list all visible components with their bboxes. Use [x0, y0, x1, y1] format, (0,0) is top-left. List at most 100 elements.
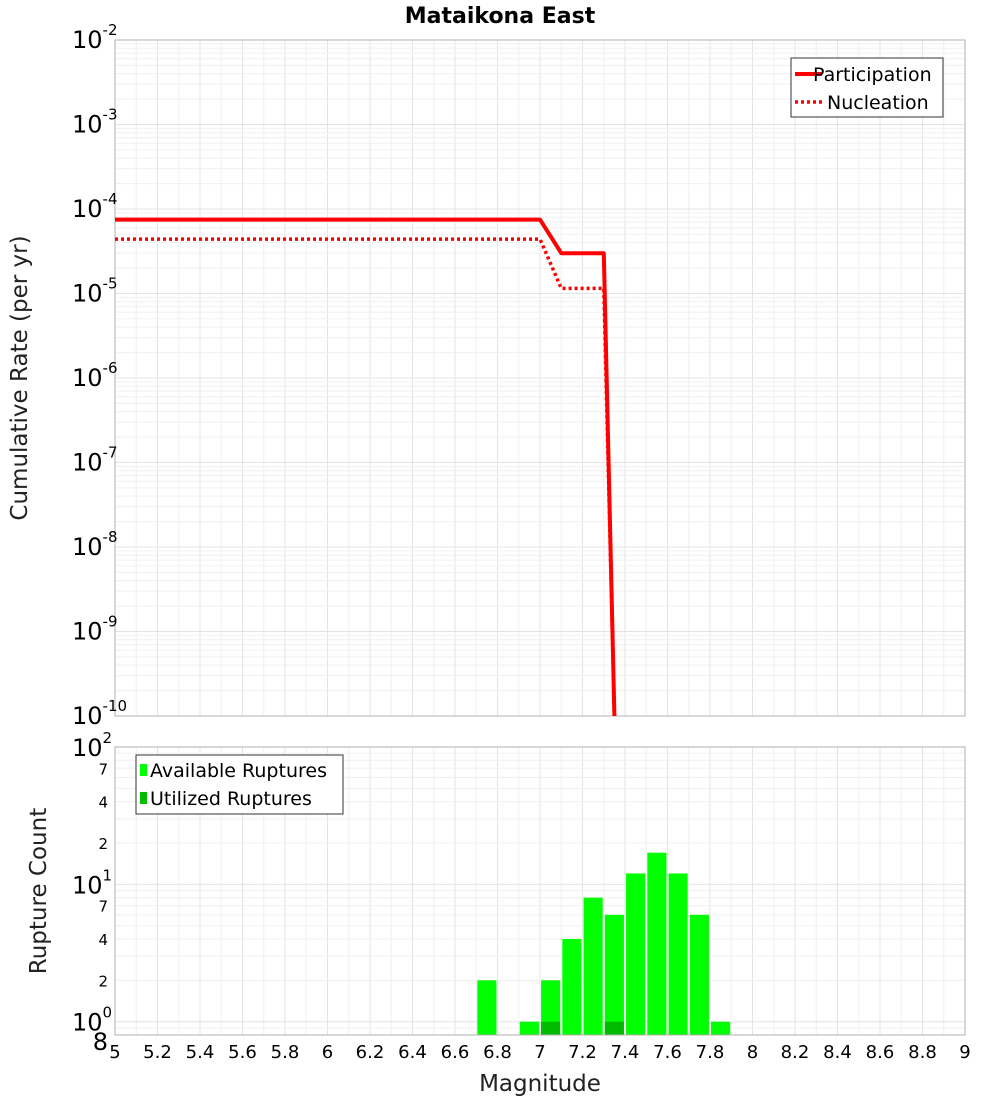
y-tick-exponent: -10	[103, 697, 128, 715]
y-tick-base: 10	[72, 195, 103, 223]
available-rupture-bar	[626, 873, 646, 1035]
y-tick-label: 10-8	[72, 528, 118, 561]
y-tick-base: 10	[72, 280, 103, 308]
y-minor-tick-label: 4	[98, 794, 108, 812]
y-tick-label: 10-6	[72, 359, 118, 392]
x-tick-label: 8.6	[866, 1042, 895, 1063]
available-rupture-bar	[519, 1021, 539, 1035]
y-tick-base: 10	[72, 533, 103, 561]
y-tick-base: 10	[72, 364, 103, 392]
x-tick-label: 9	[959, 1042, 970, 1063]
y-tick-label: 100	[72, 1004, 112, 1037]
y-tick-base: 10	[72, 734, 103, 762]
available-rupture-bar	[477, 980, 497, 1035]
y-minor-tick-label: 2	[98, 972, 108, 990]
x-tick-label: 7.2	[568, 1042, 597, 1063]
y-tick-exponent: -9	[103, 613, 118, 631]
available-rupture-bar	[583, 897, 603, 1035]
y-tick-base: 10	[72, 871, 103, 899]
available-rupture-bar	[711, 1021, 731, 1035]
x-tick-label: 7.8	[696, 1042, 725, 1063]
rate-legend: Participation Nucleation	[790, 57, 944, 118]
available-rupture-bar	[562, 939, 582, 1035]
available-rupture-bar	[604, 914, 624, 1035]
series-line-nucleation	[115, 237, 617, 717]
x-tick-label: 5.4	[186, 1042, 215, 1063]
y-minor-tick-label: 7	[98, 898, 108, 916]
y-tick-label: 10-2	[72, 21, 118, 54]
y-tick-exponent: -2	[103, 21, 118, 39]
legend-label-available-ruptures: Available Ruptures	[150, 760, 327, 782]
x-tick-label: 8.4	[823, 1042, 852, 1063]
series-line-participation	[115, 217, 617, 717]
y-minor-tick-label: 2	[98, 835, 108, 853]
x-tick-label: 7.6	[653, 1042, 682, 1063]
x-tick-label: 5.8	[271, 1042, 300, 1063]
y-tick-exponent: 0	[103, 1004, 113, 1022]
rate-series-lines	[115, 217, 617, 717]
y-tick-label: 10-5	[72, 275, 118, 308]
y-tick-label: 10-3	[72, 106, 118, 139]
legend-label-nucleation: Nucleation	[827, 92, 929, 114]
count-panel-frame	[114, 746, 966, 1036]
y-tick-base: 10	[72, 1009, 103, 1037]
x-tick-label: 6.2	[356, 1042, 385, 1063]
x-tick-label: 6	[322, 1042, 333, 1063]
y-tick-exponent: 1	[103, 866, 113, 884]
available-rupture-bar	[668, 873, 688, 1035]
available-rupture-bar	[541, 980, 561, 1035]
y-tick-base: 10	[72, 702, 103, 730]
x-tick-label: 6.8	[483, 1042, 512, 1063]
y-tick-exponent: -5	[103, 275, 118, 293]
y-tick-exponent: -6	[103, 359, 118, 377]
y-tick-exponent: 2	[103, 729, 113, 747]
x-tick-label: 5.2	[143, 1042, 172, 1063]
rate-panel-grid	[114, 40, 966, 717]
x-tick-label: 6.6	[441, 1042, 470, 1063]
x-tick-label: 8.2	[781, 1042, 810, 1063]
y-tick-exponent: -8	[103, 528, 118, 546]
y-tick-label: 10-10	[72, 697, 127, 730]
x-tick-label: 6.4	[398, 1042, 427, 1063]
available-rupture-bar	[689, 914, 709, 1035]
x-tick-label: 5.6	[228, 1042, 257, 1063]
y-tick-base: 10	[72, 26, 103, 54]
y-minor-tick-label: 7	[98, 760, 108, 778]
x-tick-label: 7	[534, 1042, 545, 1063]
y-tick-exponent: -4	[103, 190, 118, 208]
rate-y-axis-label: Cumulative Rate (per yr)	[7, 235, 33, 520]
utilized-rupture-bar	[604, 1021, 624, 1035]
legend-swatch-available-ruptures	[140, 764, 147, 776]
x-tick-label: 8	[747, 1042, 758, 1063]
legend-box	[790, 57, 944, 118]
y-tick-base: 10	[72, 449, 103, 477]
available-rupture-bar	[647, 852, 667, 1035]
y-tick-exponent: -3	[103, 106, 118, 124]
chart-title: Mataikona East	[405, 4, 596, 29]
y-tick-label: 101	[72, 866, 112, 899]
y-tick-base: 10	[72, 618, 103, 646]
legend-swatch-utilized-ruptures	[140, 792, 147, 804]
x-tick-label: 7.4	[611, 1042, 640, 1063]
count-bars	[477, 852, 731, 1035]
y-tick-label: 10-7	[72, 444, 118, 477]
x-tick-label: 8.8	[908, 1042, 937, 1063]
count-y-axis-label: Rupture Count	[26, 808, 52, 974]
legend-box	[135, 754, 344, 815]
legend-label-utilized-ruptures: Utilized Ruptures	[150, 788, 312, 810]
utilized-rupture-bar	[541, 1021, 561, 1035]
y-tick-base: 10	[72, 111, 103, 139]
y-minor-tick-label: 8	[93, 1028, 108, 1056]
y-tick-label: 10-4	[72, 190, 118, 223]
rate-panel-frame	[114, 39, 966, 717]
x-tick-labels: 5 5.2 5.4 5.6 5.8 6 6.2 6.4 6.6 6.8 7 7.2 7.4 7.6 7.8 8…	[109, 1042, 970, 1063]
y-minor-tick-label: 4	[98, 931, 108, 949]
y-tick-label: 10-9	[72, 613, 118, 646]
count-legend: Available Ruptures Utilized Ruptures	[135, 754, 344, 815]
x-axis-label: Magnitude	[479, 1071, 601, 1097]
